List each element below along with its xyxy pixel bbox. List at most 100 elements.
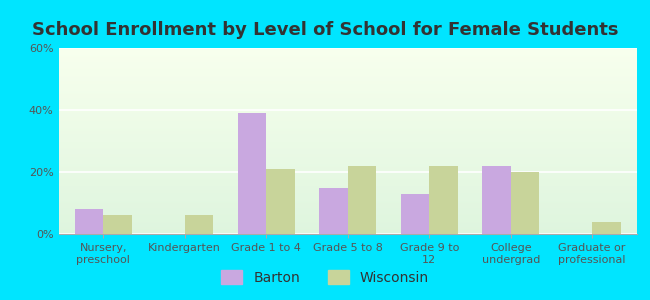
Bar: [58, 145, 637, 146]
Bar: [58, 165, 637, 166]
Bar: [58, 52, 637, 53]
Bar: [58, 159, 637, 160]
Bar: [400, 194, 429, 234]
Bar: [58, 224, 637, 225]
Bar: [58, 199, 637, 200]
Bar: [58, 183, 637, 184]
Bar: [58, 85, 637, 86]
Bar: [58, 164, 637, 165]
Bar: [58, 190, 637, 191]
Bar: [58, 77, 637, 78]
Bar: [75, 209, 103, 234]
Bar: [58, 122, 637, 123]
Bar: [58, 55, 637, 56]
Bar: [58, 120, 637, 121]
Bar: [58, 230, 637, 231]
Bar: [58, 197, 637, 198]
Bar: [58, 179, 637, 180]
Bar: [58, 193, 637, 194]
Bar: [429, 166, 458, 234]
Bar: [58, 185, 637, 186]
Bar: [58, 151, 637, 152]
Bar: [348, 166, 376, 234]
Bar: [58, 208, 637, 209]
Bar: [58, 133, 637, 134]
Bar: [58, 167, 637, 168]
Bar: [58, 222, 637, 223]
Bar: [58, 101, 637, 102]
Bar: [58, 58, 637, 59]
Bar: [58, 202, 637, 203]
Bar: [58, 76, 637, 77]
Bar: [58, 90, 637, 91]
Bar: [511, 172, 540, 234]
Bar: [58, 141, 637, 142]
Bar: [58, 94, 637, 95]
Bar: [58, 80, 637, 82]
Bar: [58, 74, 637, 75]
Bar: [58, 100, 637, 101]
Bar: [58, 169, 637, 170]
Bar: [58, 78, 637, 79]
Bar: [58, 216, 637, 217]
Bar: [58, 62, 637, 63]
Bar: [58, 228, 637, 229]
Bar: [58, 69, 637, 70]
Bar: [58, 128, 637, 129]
Bar: [58, 121, 637, 122]
Bar: [58, 161, 637, 162]
Bar: [58, 223, 637, 224]
Bar: [58, 226, 637, 227]
Bar: [58, 221, 637, 222]
Bar: [58, 212, 637, 213]
Bar: [58, 61, 637, 62]
Bar: [58, 196, 637, 197]
Bar: [58, 200, 637, 202]
Bar: [58, 68, 637, 69]
Bar: [592, 222, 621, 234]
Bar: [58, 132, 637, 133]
Bar: [58, 143, 637, 144]
Bar: [58, 214, 637, 215]
Bar: [58, 56, 637, 57]
Bar: [58, 229, 637, 230]
Bar: [58, 107, 637, 108]
Bar: [58, 67, 637, 68]
Bar: [58, 138, 637, 139]
Bar: [238, 113, 266, 234]
Bar: [58, 72, 637, 73]
Bar: [58, 49, 637, 50]
Bar: [58, 232, 637, 233]
Bar: [58, 180, 637, 181]
Bar: [58, 129, 637, 130]
Bar: [482, 166, 511, 234]
Bar: [58, 65, 637, 66]
Bar: [58, 95, 637, 96]
Bar: [58, 127, 637, 128]
Bar: [58, 57, 637, 58]
Bar: [58, 51, 637, 52]
Bar: [58, 198, 637, 199]
Bar: [58, 204, 637, 205]
Bar: [58, 140, 637, 141]
Bar: [58, 194, 637, 195]
Bar: [58, 113, 637, 114]
Bar: [58, 144, 637, 145]
Bar: [58, 184, 637, 185]
Bar: [58, 168, 637, 169]
Bar: [58, 205, 637, 206]
Bar: [58, 233, 637, 234]
Bar: [58, 217, 637, 218]
Bar: [58, 182, 637, 183]
Bar: [58, 103, 637, 104]
Bar: [58, 160, 637, 161]
Bar: [58, 146, 637, 147]
Bar: [58, 130, 637, 131]
Bar: [58, 210, 637, 211]
Bar: [185, 215, 213, 234]
Bar: [58, 178, 637, 179]
Bar: [58, 84, 637, 85]
Bar: [58, 187, 637, 188]
Bar: [58, 88, 637, 89]
Bar: [58, 189, 637, 190]
